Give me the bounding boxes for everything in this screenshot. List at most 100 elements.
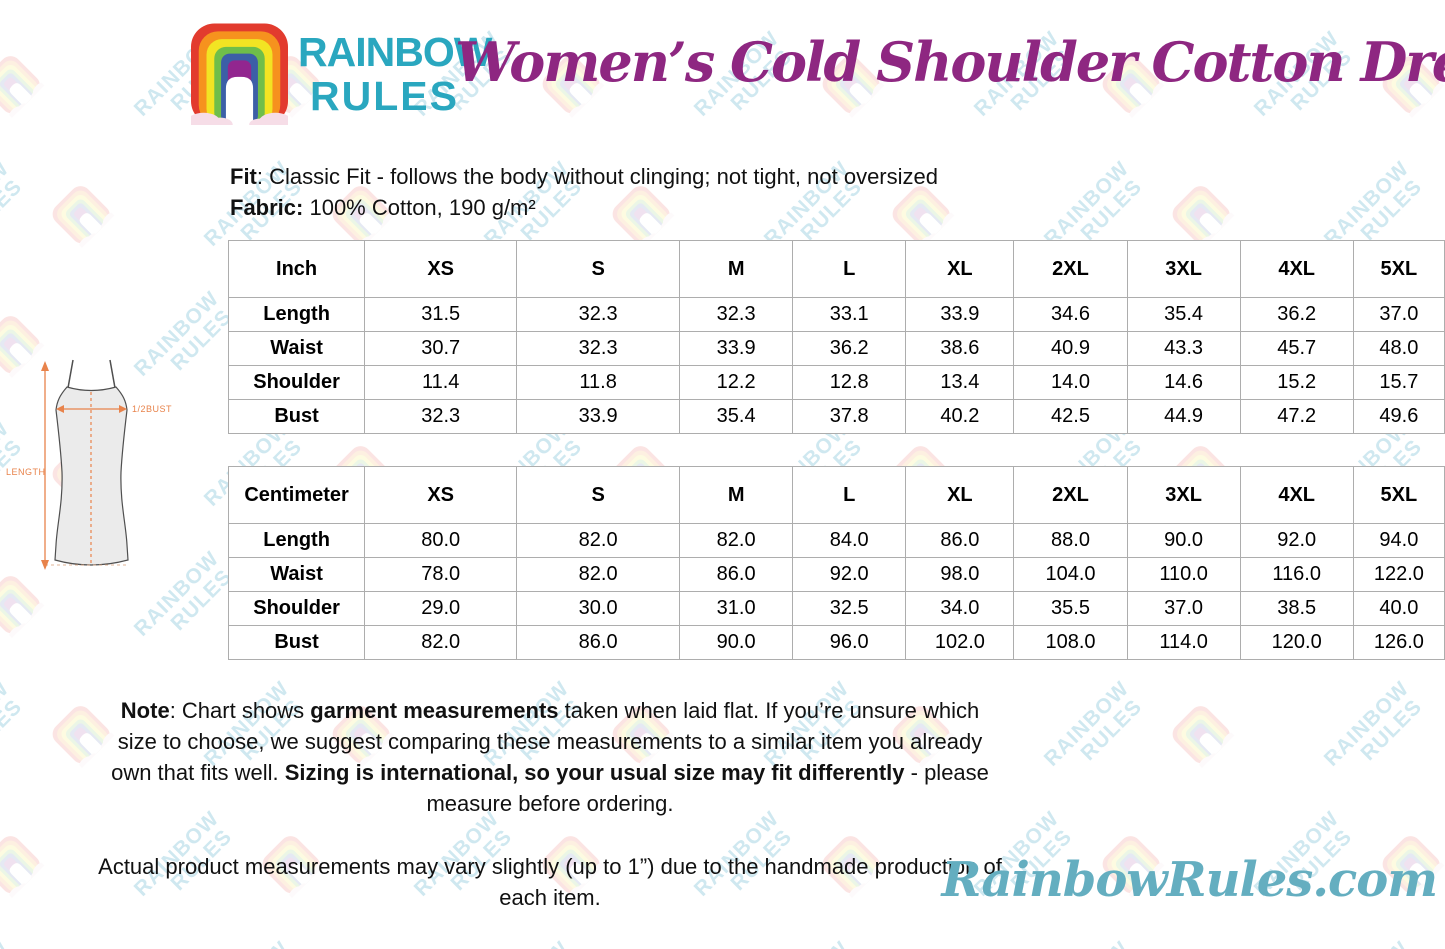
watermark-rainbow-icon xyxy=(0,831,48,901)
measurement-cell: 108.0 xyxy=(1013,625,1128,660)
watermark-rainbow-icon xyxy=(328,701,398,771)
watermark-rainbow-icon xyxy=(538,831,608,901)
size-column-header: L xyxy=(792,240,907,298)
unit-header: Inch xyxy=(227,240,366,298)
size-column-header: 4XL xyxy=(1239,240,1354,298)
measurement-cell: 82.0 xyxy=(364,625,518,660)
length-label: LENGTH xyxy=(6,467,46,477)
measurement-cell: 49.6 xyxy=(1352,399,1445,434)
size-column-header: S xyxy=(516,240,681,298)
measurement-row: Shoulder 11.4 11.8 12.2 12.8 13.4 14.0 14.6 15.2… xyxy=(227,365,1445,400)
measurement-cell: 96.0 xyxy=(792,625,907,660)
size-column-header: 5XL xyxy=(1352,466,1445,524)
measurement-cell: 14.0 xyxy=(1013,365,1128,400)
measurement-cell: 34.6 xyxy=(1013,297,1128,332)
size-column-header: L xyxy=(792,466,907,524)
size-column-header: XS xyxy=(364,466,518,524)
measurement-cell: 35.4 xyxy=(679,399,794,434)
unit-header: Centimeter xyxy=(227,466,366,524)
measurement-cell: 31.0 xyxy=(679,591,794,626)
measurement-cell: 36.2 xyxy=(792,331,907,366)
watermark-rainbow-icon xyxy=(818,831,888,901)
measurement-cell: 92.0 xyxy=(792,557,907,592)
measurement-cell: 35.4 xyxy=(1126,297,1241,332)
watermark-rainbow-icon xyxy=(1378,831,1445,901)
measurement-row-label: Waist xyxy=(227,331,366,366)
watermark-rainbow-icon xyxy=(0,571,48,641)
size-column-header: 4XL xyxy=(1239,466,1354,524)
size-table-header-row: Centimeter XS S M L XL 2XL 3XL 4XL 5XL xyxy=(227,466,1445,524)
measurement-cell: 34.0 xyxy=(905,591,1015,626)
measurement-cell: 11.8 xyxy=(516,365,681,400)
measurement-cell: 40.0 xyxy=(1352,591,1445,626)
text-segment: Note xyxy=(120,698,170,723)
measurement-cell: 92.0 xyxy=(1239,523,1354,558)
note-text: Note: Chart shows garment measurements t… xyxy=(100,695,1000,819)
watermark-rainbow-icon xyxy=(328,181,398,251)
size-column-header: M xyxy=(679,240,794,298)
dress-outline xyxy=(54,386,129,566)
watermark-rainbow-icon xyxy=(1098,831,1168,901)
measurement-cell: 42.5 xyxy=(1013,399,1128,434)
measurement-cell: 86.0 xyxy=(679,557,794,592)
measurement-row-label: Waist xyxy=(227,557,366,592)
text-segment: Fit xyxy=(230,164,257,189)
measurement-cell: 40.9 xyxy=(1013,331,1128,366)
measurement-cell: 12.8 xyxy=(792,365,907,400)
text-segment: : Chart shows xyxy=(169,698,311,723)
measurement-cell: 33.9 xyxy=(679,331,794,366)
measurement-cell: 15.7 xyxy=(1352,365,1445,400)
measurement-row-label: Bust xyxy=(227,399,366,434)
measurement-cell: 86.0 xyxy=(905,523,1015,558)
text-segment: : Classic Fit - follows the body without… xyxy=(256,164,938,189)
measurement-cell: 45.7 xyxy=(1239,331,1354,366)
text-segment: garment measurements xyxy=(310,698,559,723)
text-segment: 100% Cotton, 190 g/m² xyxy=(303,195,536,220)
measurement-row-label: Shoulder xyxy=(227,365,366,400)
measurement-cell: 32.5 xyxy=(792,591,907,626)
watermark-rainbow-icon xyxy=(538,51,608,121)
watermark-rainbow-icon xyxy=(608,701,678,771)
measurement-row: Waist 78.0 82.0 86.0 92.0 98.0 104.0 110.0 116.0… xyxy=(227,557,1445,592)
measurement-row-label: Length xyxy=(227,297,366,332)
measurement-cell: 98.0 xyxy=(905,557,1015,592)
measurement-cell: 116.0 xyxy=(1239,557,1354,592)
measurement-cell: 11.4 xyxy=(364,365,518,400)
fit-line: Fit: Classic Fit - follows the body with… xyxy=(230,161,938,192)
measurement-cell: 33.1 xyxy=(792,297,907,332)
measurement-cell: 37.0 xyxy=(1352,297,1445,332)
bust-label: 1/2BUST xyxy=(132,404,172,414)
watermark-rainbow-icon xyxy=(818,51,888,121)
measurement-cell: 32.3 xyxy=(679,297,794,332)
measurement-cell: 37.0 xyxy=(1126,591,1241,626)
measurement-cell: 38.5 xyxy=(1239,591,1354,626)
disclaimer-text: Actual product measurements may vary sli… xyxy=(98,854,1002,910)
dress-strap-right xyxy=(109,359,116,389)
measurement-cell: 32.3 xyxy=(516,297,681,332)
text-segment: taken when laid flat. If you’re unsure w… xyxy=(111,698,983,785)
watermark-rainbow-icon xyxy=(1168,181,1238,251)
size-column-header: XL xyxy=(905,466,1015,524)
rainbow-rules-logo: RAINBOW RULES xyxy=(298,29,492,118)
measurement-cell: 88.0 xyxy=(1013,523,1128,558)
measurement-cell: 40.2 xyxy=(905,399,1015,434)
size-table-centimeter: Centimeter XS S M L XL 2XL 3XL 4XL 5XL Length 80.0 8… xyxy=(227,466,1445,660)
measurement-cell: 90.0 xyxy=(1126,523,1241,558)
size-table-inch: Inch XS S M L XL 2XL 3XL 4XL 5XL Length 31.5 32.3 32.… xyxy=(227,240,1445,434)
dress-strap-left xyxy=(67,359,74,389)
measurement-cell: 82.0 xyxy=(516,557,681,592)
measurement-cell: 114.0 xyxy=(1126,625,1241,660)
measurement-cell: 12.2 xyxy=(679,365,794,400)
watermark-rainbow-icon xyxy=(48,181,118,251)
measurement-row: Bust 82.0 86.0 90.0 96.0 102.0 108.0 114.0 120.0… xyxy=(227,625,1445,660)
text-segment: - please measure before ordering. xyxy=(426,760,989,816)
measurement-cell: 82.0 xyxy=(679,523,794,558)
measurement-row-label: Length xyxy=(227,523,366,558)
watermark-rainbow-icon xyxy=(1098,51,1168,121)
logo-text-line1: RAINBOW xyxy=(298,29,492,75)
measurement-cell: 94.0 xyxy=(1352,523,1445,558)
size-column-header: 3XL xyxy=(1126,240,1241,298)
watermark-rainbow-icon xyxy=(0,311,48,381)
measurement-cell: 120.0 xyxy=(1239,625,1354,660)
